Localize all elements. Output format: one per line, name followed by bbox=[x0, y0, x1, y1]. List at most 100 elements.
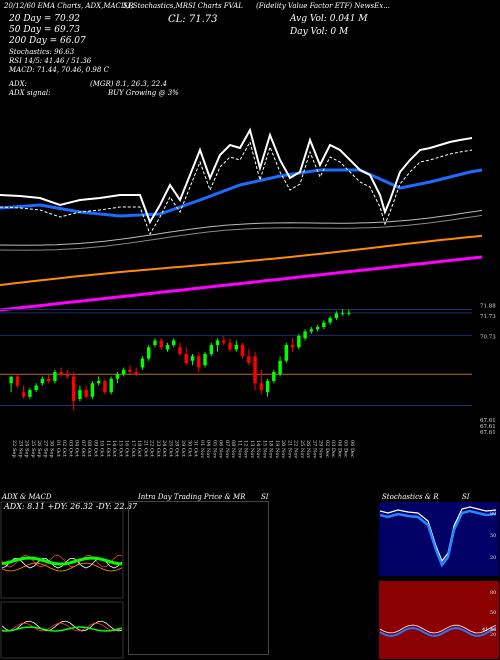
date-label-27: 29 Oct bbox=[180, 440, 186, 457]
candle-body-54 bbox=[347, 312, 351, 314]
date-label-12: 08 Oct bbox=[86, 440, 92, 457]
ema20-readout: 20 Day = 70.92 bbox=[9, 14, 81, 24]
candle-body-53 bbox=[340, 312, 345, 314]
candle-body-2 bbox=[21, 392, 26, 397]
candle-body-35 bbox=[228, 342, 232, 350]
candle-body-44 bbox=[284, 345, 289, 361]
date-label-46: 25 Nov bbox=[299, 440, 305, 458]
stoch-tick-0: 80 bbox=[490, 511, 496, 517]
candle-body-16 bbox=[109, 378, 113, 393]
date-label-54: 06 Dec bbox=[349, 440, 355, 458]
date-label-8: 02 Oct bbox=[61, 440, 67, 457]
price-axis-label-2: 70.73 bbox=[480, 334, 496, 340]
candle-body-21 bbox=[140, 358, 145, 368]
candle-body-6 bbox=[46, 378, 51, 381]
ema50-readout: 50 Day = 69.73 bbox=[9, 25, 81, 35]
date-label-17: 15 Oct bbox=[117, 440, 123, 457]
intraday-si: SI bbox=[261, 493, 269, 501]
date-label-51: 03 Dec bbox=[330, 440, 336, 458]
price-axis-label-1: 71.73 bbox=[480, 314, 496, 320]
candle-body-50 bbox=[322, 322, 326, 327]
macd-signal-line bbox=[1, 622, 123, 632]
stoch-tick-2: 20 bbox=[490, 555, 496, 561]
date-label-5: 27 Sep bbox=[42, 440, 48, 458]
candle-body-36 bbox=[234, 345, 239, 350]
candle-body-27 bbox=[178, 347, 182, 354]
candle-body-46 bbox=[297, 336, 301, 348]
candle-body-17 bbox=[115, 374, 120, 379]
candle-body-38 bbox=[247, 356, 251, 363]
date-label-28: 30 Oct bbox=[186, 440, 192, 457]
candle-body-43 bbox=[278, 360, 282, 375]
header-title-1: 20/12/60 EMA Charts, ADX,MACD,R bbox=[4, 2, 134, 10]
candle-body-42 bbox=[272, 372, 276, 381]
adx-signal-value: BUY Growing @ 3% bbox=[108, 89, 179, 97]
adx-macd-title: ADX & MACD bbox=[2, 493, 52, 501]
candle-body-18 bbox=[121, 369, 126, 375]
date-label-49: 29 Nov bbox=[318, 440, 324, 458]
candle-body-48 bbox=[309, 329, 314, 332]
date-label-4: 26 Sep bbox=[36, 440, 42, 458]
rsi-readout: RSI 14/5: 41.46 / 51.36 bbox=[9, 57, 92, 65]
date-label-39: 14 Nov bbox=[255, 440, 261, 458]
date-label-47: 26 Nov bbox=[305, 440, 311, 458]
date-label-32: 05 Nov bbox=[211, 440, 217, 458]
date-label-35: 08 Nov bbox=[230, 440, 236, 458]
stochastics-title: Stochastics & R bbox=[382, 493, 439, 501]
adx-value: (MGR) 8.1, 26.3, 22.4 bbox=[90, 80, 167, 88]
minus-di-line bbox=[1, 554, 123, 568]
date-label-43: 20 Nov bbox=[280, 440, 286, 458]
date-label-13: 09 Oct bbox=[92, 440, 98, 457]
intraday-chart-box bbox=[128, 501, 269, 655]
adx-lines bbox=[1, 554, 123, 572]
date-label-42: 19 Nov bbox=[274, 440, 280, 458]
avg-volume-readout: Avg Vol: 0.041 M bbox=[290, 14, 368, 24]
date-label-24: 24 Oct bbox=[161, 440, 167, 457]
moving-average-lines bbox=[0, 127, 483, 312]
rsi-line bbox=[379, 624, 497, 634]
adx-macd-panel: ADX & MACD ADX: 8.11 +DY: 26.32 -DY: 22.… bbox=[0, 493, 137, 660]
rsi-smoothed-line bbox=[379, 626, 497, 638]
date-axis-labels: 22 Sep 23 Sep 24 Sep 25 Sep 26 Sep 27 Sep 30 S… bbox=[11, 440, 355, 458]
date-label-0: 22 Sep bbox=[11, 440, 17, 458]
candle-body-22 bbox=[147, 347, 151, 359]
rsi-tick-0: 80 bbox=[490, 590, 496, 596]
candle-body-20 bbox=[134, 372, 138, 375]
candlesticks bbox=[9, 309, 351, 411]
candle-body-49 bbox=[315, 327, 320, 330]
stochastics-readout: Stochastics: 96.63 bbox=[9, 48, 75, 56]
date-label-37: 12 Nov bbox=[243, 440, 249, 458]
date-label-36: 11 Nov bbox=[236, 440, 242, 458]
candle-body-14 bbox=[96, 381, 101, 384]
macd-line bbox=[1, 620, 123, 632]
date-label-14: 10 Oct bbox=[99, 440, 105, 457]
candle-body-31 bbox=[203, 354, 207, 366]
date-label-3: 25 Sep bbox=[30, 440, 36, 458]
date-label-44: 21 Nov bbox=[286, 440, 292, 458]
date-label-41: 18 Nov bbox=[268, 440, 274, 458]
candle-body-19 bbox=[128, 369, 132, 372]
date-label-38: 13 Nov bbox=[249, 440, 255, 458]
date-label-21: 21 Oct bbox=[142, 440, 148, 457]
date-label-6: 30 Sep bbox=[49, 440, 55, 458]
candle-body-28 bbox=[184, 354, 188, 363]
ema-envelope-lower bbox=[0, 214, 483, 251]
stochastics-si: SI bbox=[462, 493, 470, 501]
candle-body-40 bbox=[259, 383, 264, 390]
date-label-9: 03 Oct bbox=[67, 440, 73, 457]
ema50-line bbox=[0, 168, 483, 218]
date-label-7: 01 Oct bbox=[55, 440, 61, 457]
orange-average-line bbox=[0, 234, 483, 286]
candle-body-34 bbox=[222, 340, 226, 343]
candle-body-25 bbox=[165, 345, 170, 350]
candle-body-8 bbox=[59, 372, 63, 375]
date-label-29: 31 Oct bbox=[193, 440, 199, 457]
rsi-tick-1: 50 bbox=[490, 610, 496, 616]
date-label-30: 01 Nov bbox=[199, 440, 205, 458]
date-label-31: 04 Nov bbox=[205, 440, 211, 458]
date-label-23: 23 Oct bbox=[155, 440, 161, 457]
candle-body-4 bbox=[34, 385, 38, 390]
